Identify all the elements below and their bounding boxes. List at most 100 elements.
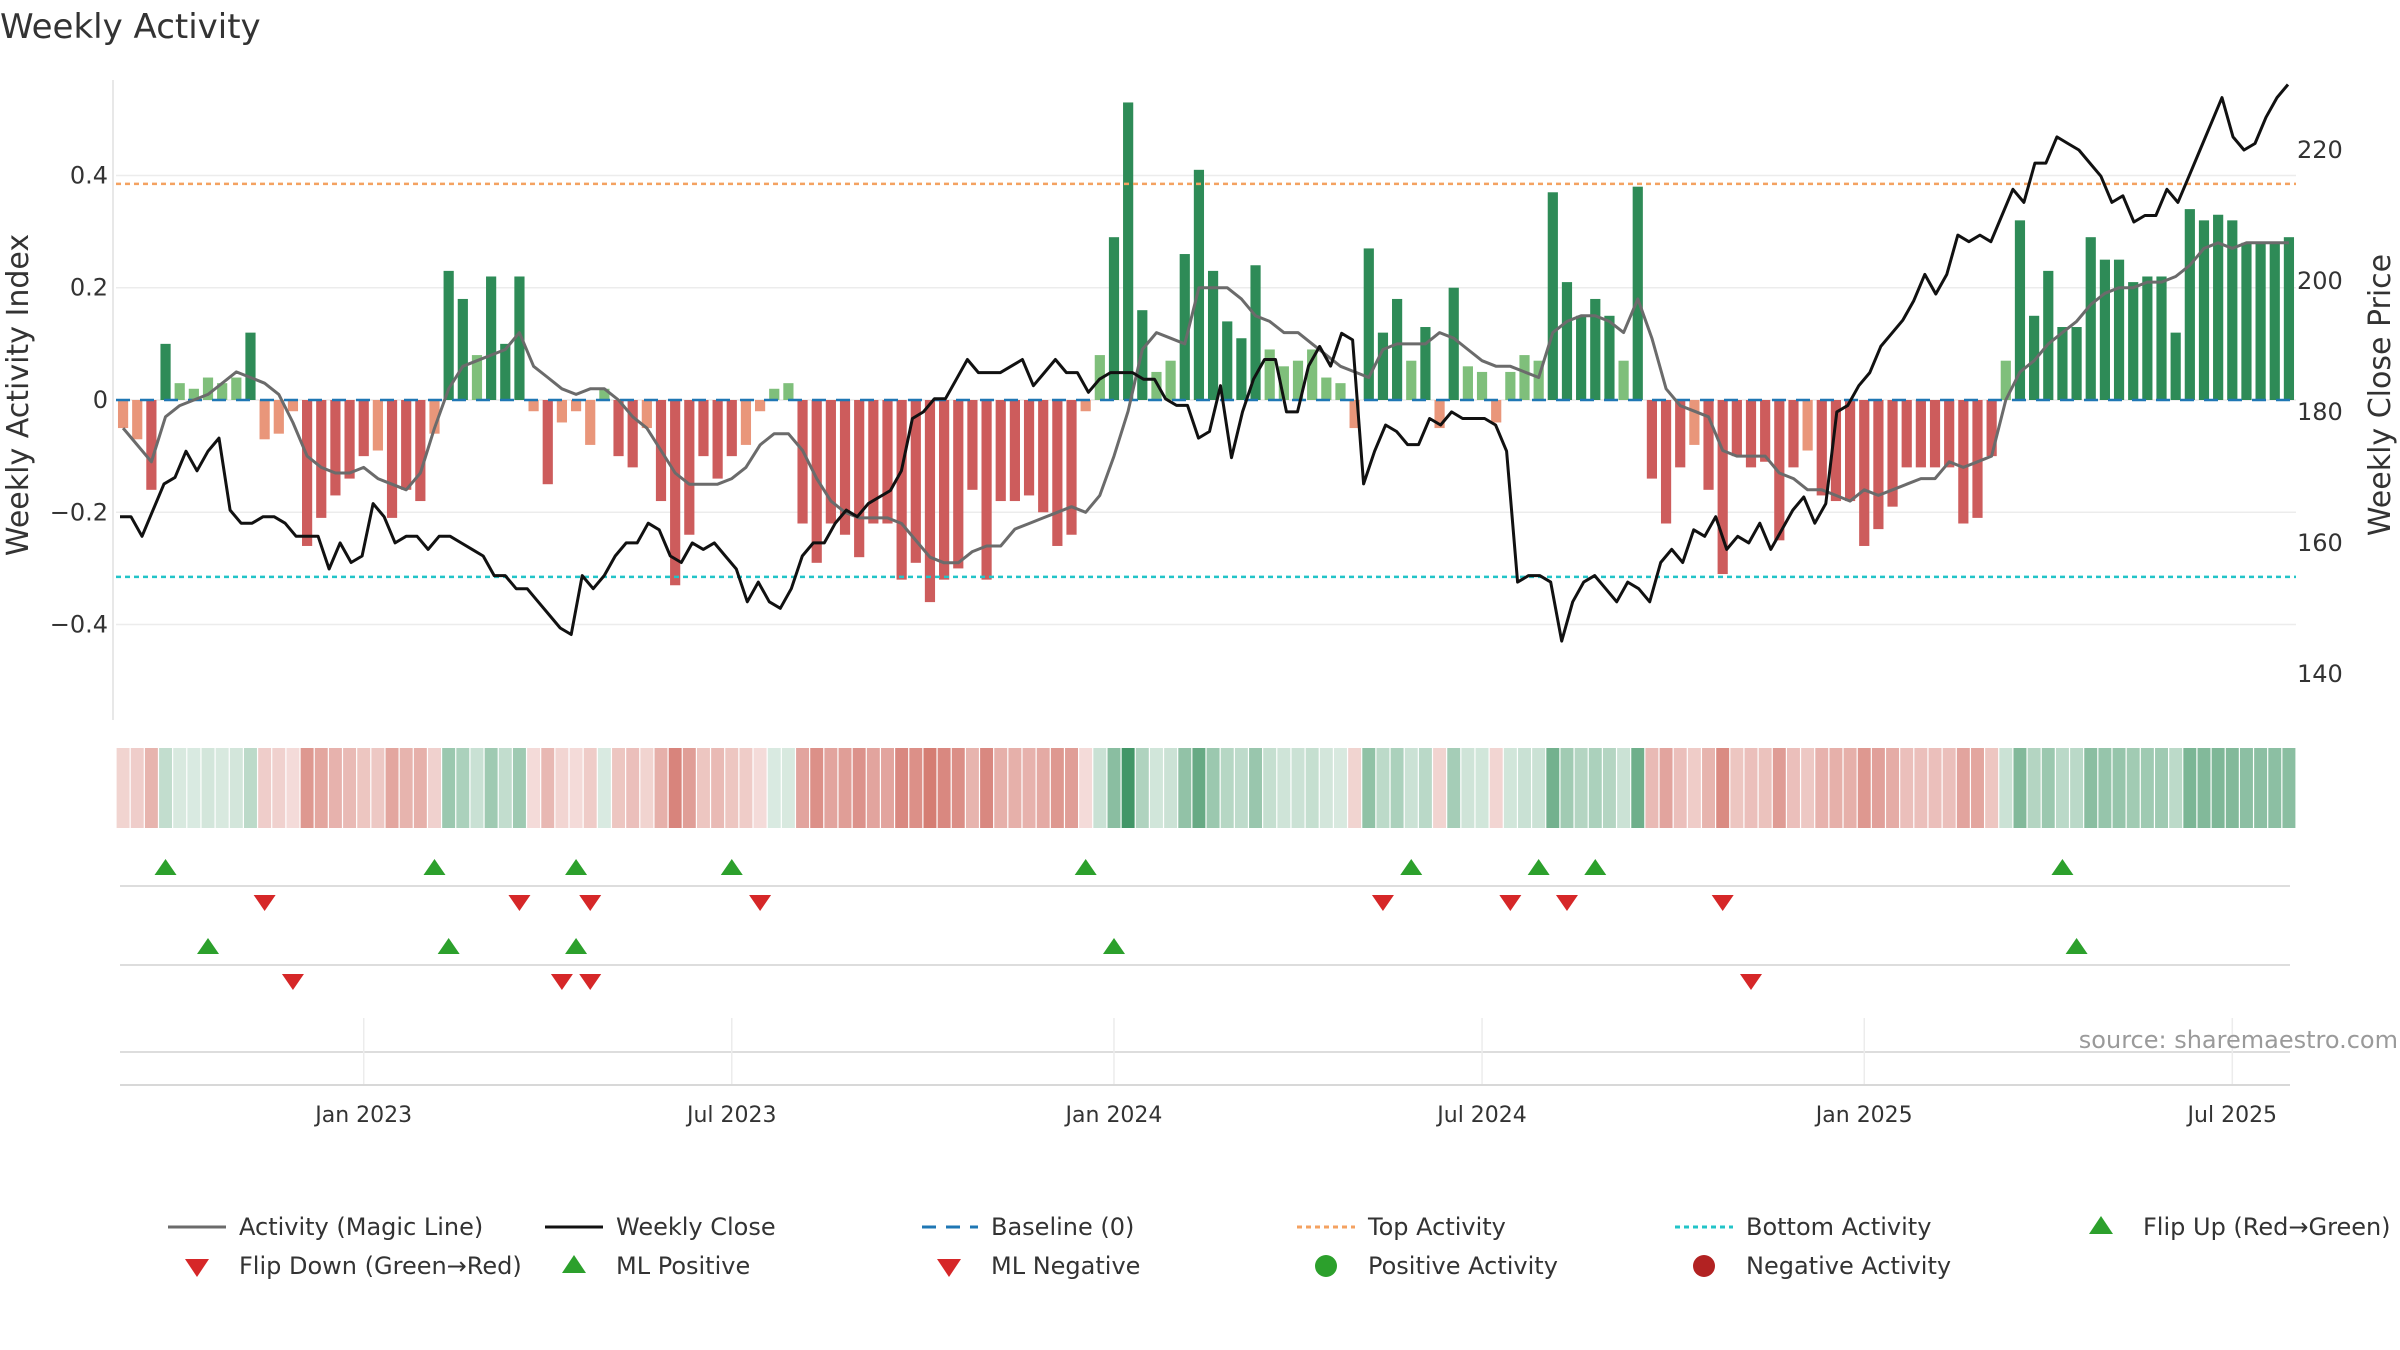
activity-bar — [1250, 265, 1261, 400]
activity-bar — [1944, 400, 1955, 468]
flip-up-marker — [565, 859, 588, 875]
heat-cell — [456, 748, 470, 828]
activity-bar — [174, 383, 185, 400]
activity-bar — [1264, 349, 1275, 400]
activity-bar — [1703, 400, 1714, 490]
activity-bar — [1434, 400, 1445, 429]
activity-bar — [1023, 400, 1035, 496]
activity-bar — [825, 400, 836, 524]
activity-bar — [1618, 360, 1629, 400]
heat-cell — [1617, 748, 1631, 828]
axes: −0.4 −0.2 0 0.2 0.4 140 160 180 200 220 — [50, 80, 2343, 720]
heat-cell — [711, 748, 725, 828]
activity-bar — [273, 400, 284, 434]
activity-bar — [2043, 270, 2054, 400]
activity-bar — [1009, 400, 1020, 502]
legend-label: Weekly Close — [616, 1213, 776, 1241]
y-right-tick-label: 160 — [2297, 529, 2343, 557]
heat-cell — [753, 748, 767, 828]
heat-cell — [612, 748, 626, 828]
heat-cell — [2041, 748, 2055, 828]
heat-cell — [498, 748, 512, 828]
heat-cell — [1786, 748, 1800, 828]
activity-bar — [2170, 332, 2181, 400]
activity-bar — [316, 400, 327, 518]
heat-cell — [1065, 748, 1078, 828]
activity-bar — [1660, 400, 1672, 524]
activity-bar — [2184, 209, 2195, 400]
heat-cell — [2169, 748, 2183, 828]
heat-cell — [1659, 748, 1673, 828]
heat-cell — [1985, 748, 1999, 828]
x-tick-label: Jan 2025 — [1814, 1103, 1913, 1128]
heat-cell — [1334, 748, 1347, 828]
activity-bar — [698, 400, 709, 457]
flip-down-marker — [281, 974, 304, 990]
activity-bar — [2085, 237, 2096, 400]
heat-cell — [328, 748, 342, 828]
heat-cell — [1631, 748, 1645, 828]
activity-bar — [1505, 371, 1516, 400]
heat-cell — [541, 748, 555, 828]
heat-cell — [1277, 748, 1291, 828]
heat-cell — [1857, 748, 1871, 828]
activity-bar — [1406, 360, 1417, 400]
flip-down-marker — [749, 895, 772, 911]
activity-bar — [2198, 220, 2210, 400]
heat-cell — [2239, 748, 2253, 828]
activity-bar — [995, 400, 1006, 502]
legend-label: ML Negative — [991, 1252, 1140, 1280]
heat-cell — [1390, 748, 1404, 828]
activity-bar — [2014, 220, 2026, 400]
activity-bar — [471, 355, 483, 400]
activity-bar — [160, 343, 171, 400]
heat-cell — [1489, 748, 1503, 828]
legend-label: ML Positive — [616, 1252, 750, 1280]
activity-bar — [570, 400, 582, 412]
activity-bar — [1207, 270, 1219, 400]
flip-down-marker — [579, 974, 602, 990]
heat-cell — [2254, 748, 2268, 828]
heat-cell — [1249, 748, 1263, 828]
heat-cell — [1206, 748, 1220, 828]
heat-cell — [824, 748, 838, 828]
activity-bar — [245, 332, 256, 400]
heat-cell — [1999, 748, 2013, 828]
heat-cell — [725, 748, 739, 828]
reference-lines — [116, 182, 2296, 579]
heat-cell — [1178, 748, 1192, 828]
heat-cell — [781, 748, 795, 828]
heat-cell — [1645, 748, 1659, 828]
event-marker-rows — [120, 859, 2290, 1053]
activity-bar — [641, 400, 652, 429]
x-tick-label: Jan 2023 — [313, 1103, 412, 1128]
heat-cell — [838, 748, 852, 828]
activity-bar — [1476, 371, 1488, 400]
flip-up-marker — [1102, 938, 1125, 954]
heat-cell — [1716, 748, 1730, 828]
heat-cell — [470, 748, 484, 828]
heat-cell — [1291, 748, 1305, 828]
heat-cell — [2197, 748, 2211, 828]
heat-cell — [668, 748, 682, 828]
heat-cell — [2084, 748, 2098, 828]
heat-cell — [852, 748, 866, 828]
heat-cell — [994, 748, 1008, 828]
activity-bar — [1760, 400, 1771, 462]
activity-bar — [2269, 242, 2280, 400]
activity-bar — [2142, 276, 2153, 400]
heat-cell — [144, 748, 158, 828]
activity-bar — [1915, 400, 1926, 468]
activity-bars — [117, 102, 2295, 603]
activity-bar — [2241, 242, 2252, 400]
heat-cell — [173, 748, 187, 828]
heat-cell — [1546, 748, 1560, 828]
flip-up-marker — [197, 938, 220, 954]
heat-cell — [980, 748, 994, 828]
activity-bar — [457, 298, 468, 400]
line-series — [120, 83, 2290, 643]
activity-bar — [924, 400, 936, 603]
heat-cell — [442, 748, 456, 828]
heat-cell — [215, 748, 229, 828]
activity-bar — [556, 400, 567, 423]
